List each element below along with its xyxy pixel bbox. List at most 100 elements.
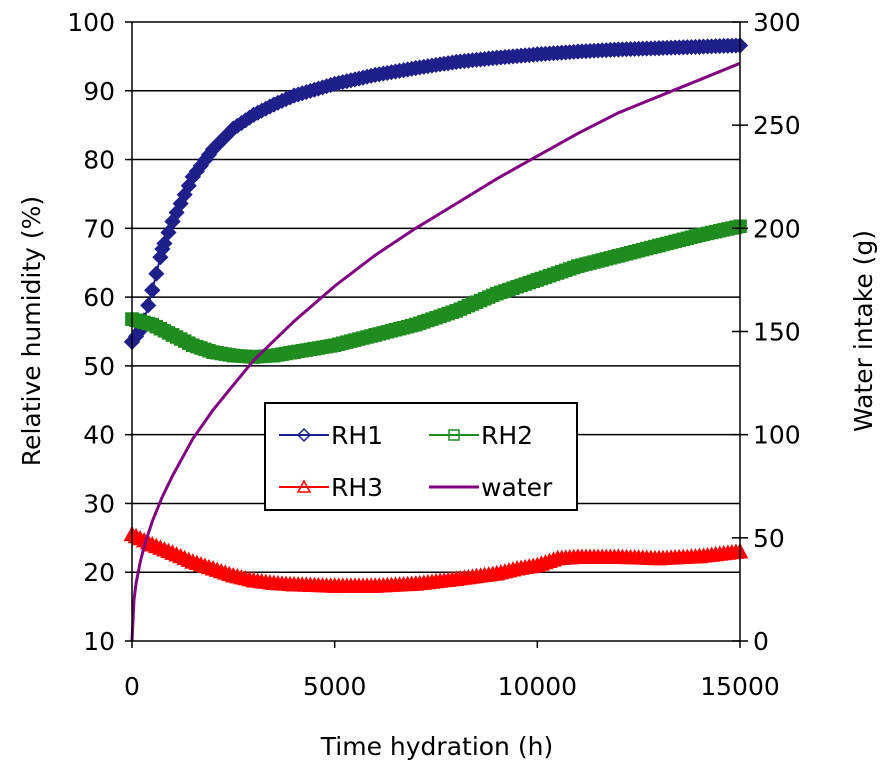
data-point-rh2 [246, 350, 261, 364]
data-point-rh1 [569, 43, 586, 60]
data-point-rh3 [650, 549, 668, 566]
y2-axis-title: Water intake (g) [849, 230, 878, 432]
y-tick-label: 80 [83, 146, 115, 175]
marker-rh1 [148, 265, 165, 282]
legend-marker-rh3 [296, 479, 312, 493]
y-tick-label: 30 [83, 489, 115, 518]
y-tick-label: 100 [67, 8, 115, 37]
series-rh1 [123, 37, 749, 350]
data-point-rh1 [184, 168, 201, 185]
data-point-rh1 [650, 40, 667, 57]
y-tick-label: 60 [83, 283, 115, 312]
series-rh2 [125, 219, 747, 364]
y2-tick-label: 50 [753, 524, 785, 553]
data-point-rh3 [164, 544, 181, 560]
data-point-rh2 [307, 341, 322, 356]
data-point-rh2 [226, 348, 241, 363]
data-point-rh3 [184, 553, 202, 569]
data-point-rh1 [245, 106, 262, 123]
axis-layer [125, 21, 748, 648]
y-tick-label: 90 [83, 77, 115, 106]
legend-marker-rh2 [448, 429, 460, 441]
marker-rh1 [140, 297, 157, 314]
y2-tick-label: 250 [753, 111, 801, 140]
series-layer [123, 37, 749, 642]
data-point-rh1 [225, 120, 242, 137]
y2-tick-label: 0 [753, 627, 769, 656]
x-tick-label: 15000 [700, 672, 780, 701]
data-point-rh3 [529, 556, 546, 573]
y-tick-label: 40 [83, 421, 115, 450]
data-point-rh1 [367, 66, 384, 84]
data-point-rh1 [691, 38, 708, 55]
x-tick-label: 0 [124, 672, 140, 701]
data-point-rh2 [692, 228, 707, 242]
data-point-rh2 [571, 259, 585, 273]
legend-label-rh3: RH3 [331, 473, 383, 502]
data-point-rh3 [549, 549, 566, 566]
data-point-rh2 [408, 317, 423, 332]
y-tick-label: 10 [83, 627, 115, 656]
data-point-rh3 [144, 536, 161, 552]
data-point-rh3 [245, 571, 262, 588]
y-axis-title: Relative humidity (%) [17, 196, 46, 466]
x-axis-title: Time hydration (h) [320, 732, 553, 761]
legend-marker-rh1 [296, 427, 312, 443]
tick-label-layer: 10 20 30 40 50 60 70 80 90 100 0 50 100 150 200 250 300 0… [67, 8, 800, 701]
data-point-rh2 [611, 249, 626, 263]
data-point-rh1 [407, 60, 424, 77]
data-point-rh3 [508, 560, 526, 576]
data-point-rh3 [488, 565, 506, 581]
x-tick-label: 5000 [303, 672, 367, 701]
data-point-rh1 [205, 141, 222, 158]
data-point-rh2 [368, 328, 382, 342]
series-water [130, 61, 741, 642]
data-point-rh2 [206, 345, 220, 359]
data-point-rh2 [327, 338, 342, 353]
series-rh3 [123, 525, 749, 593]
data-point-rh3 [265, 574, 283, 590]
data-point-rh1 [448, 53, 465, 70]
data-point-rh3 [285, 576, 303, 592]
y-tick-label: 50 [83, 352, 115, 381]
data-point-rh2 [186, 338, 200, 353]
data-point-rh1 [326, 75, 343, 92]
y-tick-label: 70 [83, 214, 115, 243]
legend-label-rh2: RH2 [481, 421, 533, 450]
data-point-rh2 [530, 273, 545, 287]
data-point-rh3 [204, 560, 222, 576]
legend: RH1 RH2 RH3 water [264, 402, 578, 511]
data-point-rh3 [448, 570, 465, 586]
data-point-rh3 [407, 575, 424, 591]
data-point-rh1 [610, 41, 627, 58]
data-point-rh1 [154, 240, 171, 258]
x-tick-label: 10000 [498, 672, 578, 701]
data-point-rh1 [164, 213, 181, 230]
series-line-water [130, 61, 741, 642]
data-point-rh3 [326, 577, 343, 593]
data-point-rh3 [691, 547, 708, 564]
data-point-rh3 [569, 548, 587, 564]
data-point-rh3 [610, 548, 627, 564]
y2-tick-label: 200 [753, 214, 801, 243]
y2-tick-label: 300 [753, 8, 801, 37]
y-tick-label: 20 [83, 558, 115, 587]
data-point-rh3 [366, 577, 384, 593]
data-point-rh1 [265, 96, 282, 113]
data-point-rh2 [287, 345, 301, 359]
legend-label-rh1: RH1 [331, 421, 383, 450]
data-point-rh1 [144, 282, 161, 299]
data-point-rh2 [490, 286, 504, 301]
data-point-rh2 [652, 238, 666, 253]
y2-tick-label: 150 [753, 318, 801, 347]
data-point-rh1 [488, 49, 505, 66]
data-point-rh1 [529, 46, 546, 63]
legend-box [264, 402, 578, 511]
data-point-rh2 [449, 304, 464, 318]
y2-tick-label: 100 [753, 421, 801, 450]
data-point-rh2 [165, 328, 180, 342]
legend-label-water: water [481, 473, 553, 502]
data-point-rh2 [267, 348, 281, 363]
